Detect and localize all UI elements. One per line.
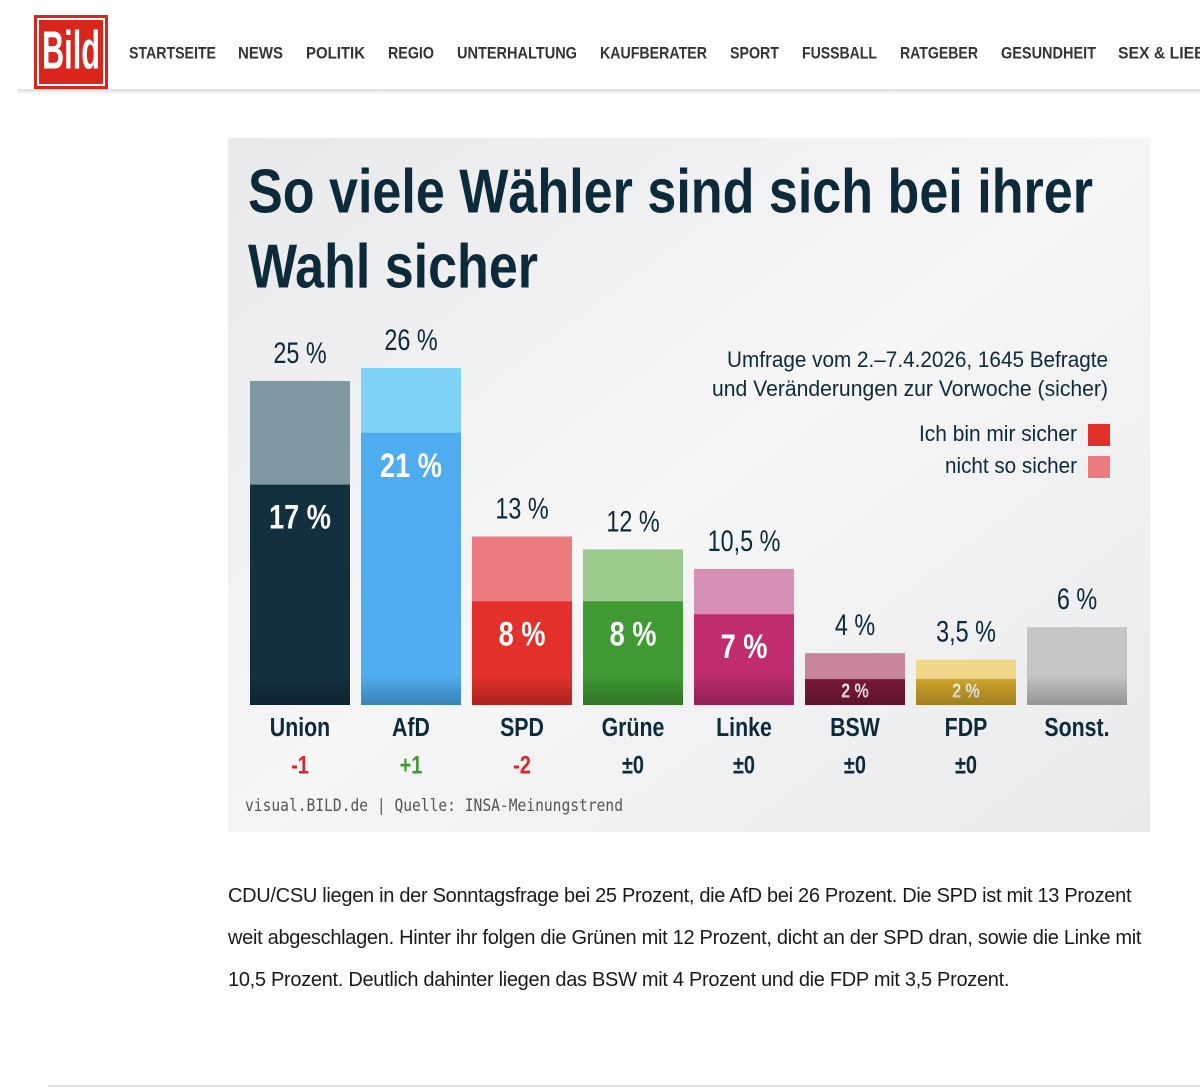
total-label: 12 %: [606, 505, 659, 538]
header: Bild STARTSEITE NEWS POLITIK REGIO UNTERHALT…: [18, 15, 1200, 95]
bar-shade: [472, 675, 572, 705]
nav-item[interactable]: UNTERHALTUNG: [457, 43, 577, 62]
logo-text: Bild: [42, 20, 100, 80]
category-label: BSW: [830, 713, 880, 743]
category-label: AfD: [392, 713, 430, 743]
sure-label: 8 %: [499, 614, 546, 653]
bar-shade: [916, 675, 1016, 705]
sure-label: 7 %: [721, 627, 768, 666]
chart-subtitle: und Veränderungen zur Vorwoche (sicher): [712, 376, 1108, 401]
nav-item[interactable]: NEWS: [238, 43, 283, 62]
change-label: ±0: [622, 752, 644, 780]
total-label: 25 %: [273, 336, 326, 369]
bar-shade: [694, 675, 794, 705]
change-label: ±0: [733, 752, 755, 780]
nav-item[interactable]: STARTSEITE: [129, 43, 216, 62]
legend-swatch: [1088, 456, 1110, 478]
chart-title: Wahl sicher: [248, 232, 538, 301]
nav-item[interactable]: FUSSBALL: [802, 43, 877, 62]
category-label: Union: [270, 713, 330, 743]
bar-shade: [805, 675, 905, 705]
article-text: CDU/CSU liegen in der Sonntagsfrage bei …: [228, 885, 1142, 991]
nav-item[interactable]: REGIO: [388, 43, 434, 62]
legend-label: nicht so sicher: [945, 453, 1077, 478]
bar-shade: [1027, 675, 1127, 705]
source: visual.BILD.de | Quelle: INSA-Meinungstr…: [245, 796, 623, 816]
total-label: 10,5 %: [708, 524, 781, 557]
nav-item[interactable]: KAUFBERATER: [600, 43, 707, 62]
change-label: -2: [513, 752, 531, 780]
bar-shade: [361, 675, 461, 705]
total-label: 13 %: [495, 492, 548, 525]
logo-frame: [37, 18, 105, 86]
nav-item[interactable]: RATGEBER: [900, 43, 978, 62]
bar-sure: [250, 484, 350, 705]
category-label: Linke: [716, 713, 772, 743]
legend-swatch: [1088, 424, 1110, 446]
category-label: SPD: [500, 713, 544, 743]
change-label: +1: [400, 752, 423, 780]
category-label: Grüne: [602, 713, 665, 743]
chart: So viele Wähler sind sich bei ihrerWahl …: [228, 138, 1150, 832]
nav-item[interactable]: SEX & LIEBE: [1118, 43, 1200, 62]
sure-label: 17 %: [269, 498, 331, 537]
chart-title: So viele Wähler sind sich bei ihrer: [248, 157, 1093, 226]
nav-item[interactable]: POLITIK: [306, 43, 366, 62]
header-shadow: [18, 89, 1200, 95]
change-label: -1: [291, 752, 309, 780]
bar-shade: [583, 675, 683, 705]
legend-label: Ich bin mir sicher: [919, 421, 1077, 446]
total-label: 4 %: [835, 608, 875, 641]
category-label: FDP: [945, 713, 988, 743]
total-label: 26 %: [384, 323, 437, 356]
sure-label: 21 %: [380, 446, 442, 485]
total-label: 6 %: [1057, 582, 1097, 615]
change-label: ±0: [955, 752, 977, 780]
logo[interactable]: [34, 15, 108, 89]
nav-item[interactable]: GESUNDHEIT: [1001, 43, 1097, 62]
sure-label: 8 %: [610, 614, 657, 653]
category-label: Sonst.: [1044, 713, 1109, 743]
bar-shade: [250, 675, 350, 705]
nav-item[interactable]: SPORT: [730, 43, 780, 62]
total-label: 3,5 %: [936, 615, 996, 648]
change-label: ±0: [844, 752, 866, 780]
bar-sure: [361, 432, 461, 705]
chart-subtitle: Umfrage vom 2.–7.4.2026, 1645 Befragte: [727, 347, 1108, 372]
divider: [48, 1085, 1200, 1087]
